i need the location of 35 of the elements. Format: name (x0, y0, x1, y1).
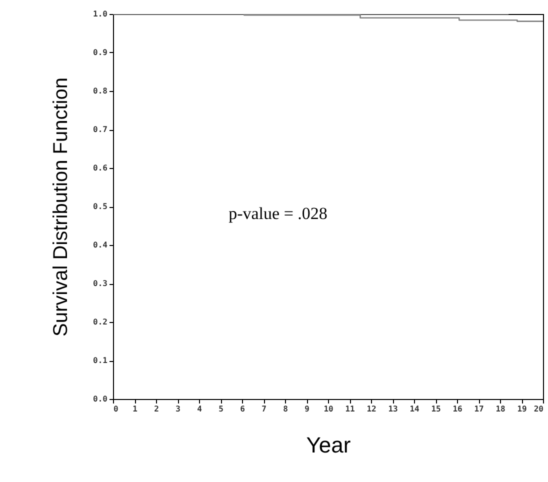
x-tick-label: 13 (388, 404, 398, 414)
x-tick-label: 18 (496, 404, 506, 414)
x-tick-label: 7 (262, 404, 267, 414)
y-tick-label: 0.4 (93, 240, 108, 250)
y-tick-label: 0.1 (93, 356, 108, 365)
x-tick-label: 0 (114, 404, 118, 414)
x-tick-label: 8 (283, 404, 288, 414)
x-tick-label: 5 (218, 404, 224, 414)
y-tick-label: 0.0 (93, 394, 108, 404)
y-tick-label: 0.2 (93, 318, 108, 326)
x-tick-label: 11 (345, 404, 355, 414)
x-tick-label: 15 (431, 404, 441, 414)
y-tick-label: 0.5 (93, 202, 108, 211)
x-tick-label: 6 (240, 404, 246, 414)
x-tick-label: 1 (132, 404, 138, 414)
x-axis-title: Year (306, 432, 351, 458)
x-tick-label: 9 (304, 404, 310, 414)
y-tick-label: 0.8 (93, 86, 108, 96)
y-tick-label: 0.9 (93, 48, 108, 57)
x-tick-label: 19 (517, 404, 527, 414)
x-tick-label: 16 (452, 404, 462, 414)
y-tick-label: 0.6 (93, 164, 108, 172)
x-tick-label: 14 (410, 404, 420, 414)
annotation: p-value = .028 (228, 204, 328, 223)
y-axis-title: Survival Distribution Function (50, 78, 72, 336)
x-tick-label: 3 (176, 404, 181, 414)
x-tick-label: 20 (534, 404, 544, 414)
x-tick-label: 17 (474, 404, 484, 414)
y-tick-label: 0.3 (93, 279, 108, 288)
y-tick-label: 0.7 (93, 125, 108, 134)
x-tick-label: 12 (366, 404, 376, 414)
x-tick-label: 10 (324, 404, 334, 414)
x-tick-label: 2 (154, 404, 160, 414)
y-tick-label: 1.0 (93, 10, 108, 18)
x-tick-label: 4 (197, 404, 202, 414)
